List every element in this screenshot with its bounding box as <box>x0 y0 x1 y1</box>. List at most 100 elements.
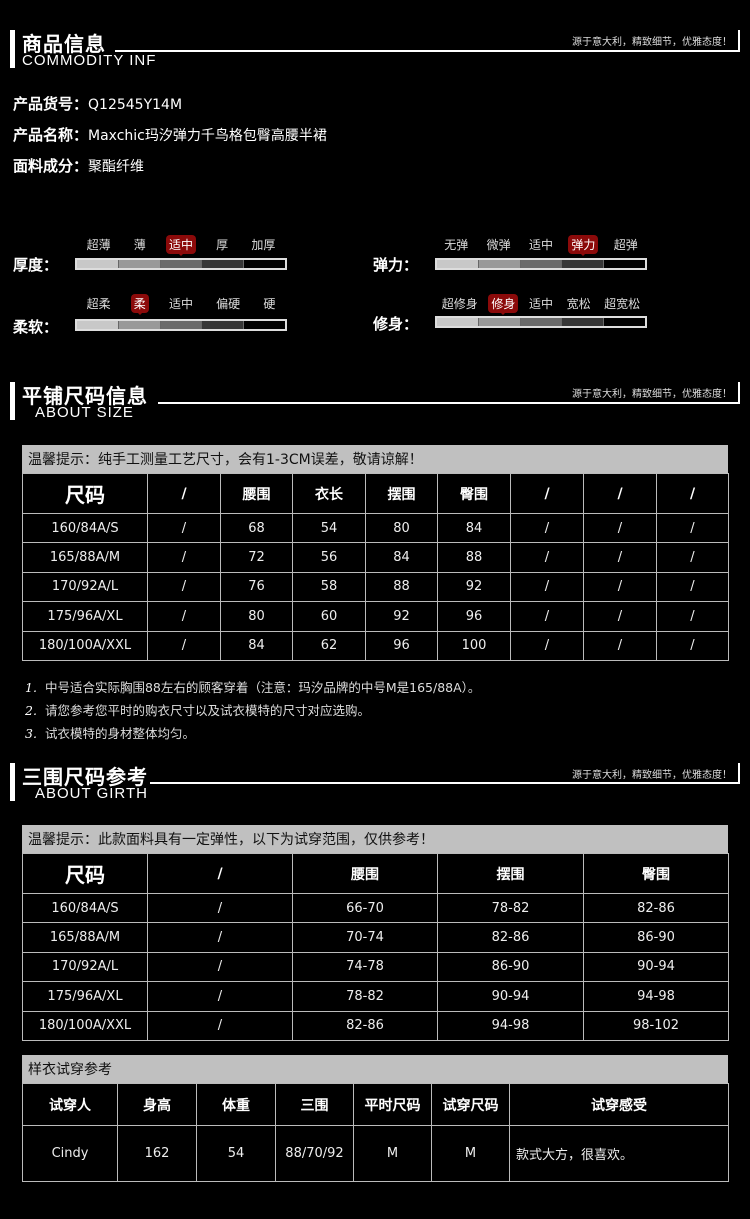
note-number: 3. <box>25 726 37 741</box>
note-item: 3. 试衣模特的身材整体均匀。 <box>25 722 480 745</box>
table-cell: M <box>353 1125 432 1182</box>
note-text: 请您参考您平时的购衣尺寸以及试衣模特的尺寸对应选购。 <box>44 703 370 718</box>
table-cell: / <box>147 542 221 573</box>
girth-size-table: 尺码 / 腰围 摆围 臀围 160/84A/S/66-70 78-82 82-86 165/88… <box>22 853 729 1041</box>
info-value: Q12545Y14M <box>88 97 183 113</box>
info-item-material: 面料成分：聚酯纤维 <box>13 155 144 176</box>
note-text: 试衣模特的身材整体均匀。 <box>44 726 195 741</box>
section-title: 三围尺码参考 <box>22 765 148 789</box>
table-cell: 96 <box>437 601 511 632</box>
attribute-option: 厚 <box>216 238 229 252</box>
attribute-option: 无弹 <box>444 238 469 252</box>
section-bar <box>10 382 15 420</box>
table-cell: 70-74 <box>292 922 438 953</box>
scale-segment <box>604 318 645 326</box>
table-cell: 78-82 <box>292 981 438 1012</box>
table-cell: / <box>583 571 657 603</box>
attribute-option: 硬 <box>263 297 276 311</box>
table-cell: / <box>147 1010 293 1041</box>
scale-segment <box>244 260 285 268</box>
column-header: 臀围 <box>583 853 729 894</box>
table-cell: 78-82 <box>437 892 584 924</box>
section-title: 商品信息 <box>22 32 106 56</box>
table-cell: M <box>431 1125 510 1182</box>
attribute-option-selected: 适中 <box>165 235 196 256</box>
section-subtitle: COMMODITY INF <box>22 52 157 69</box>
table-cell: 80 <box>365 512 438 544</box>
section-slogan: 源于意大利，精致细节，优雅态度！ <box>572 389 732 400</box>
attribute-scale-bar <box>435 258 647 270</box>
column-header: 尺码 <box>22 473 148 514</box>
column-header: 腰围 <box>220 473 293 514</box>
scale-segment <box>77 260 119 268</box>
attribute-option: 适中 <box>168 297 193 311</box>
table-cell: 80 <box>220 601 293 632</box>
scale-segment <box>604 260 645 268</box>
flat-size-table: 尺码 / 腰围 衣长 摆围 臀围 / //160/84A/S/68 54 80 84///165/8… <box>22 473 729 661</box>
table-cell: 84 <box>220 630 293 661</box>
table-cell: 54 <box>292 512 366 544</box>
table-row: 175/96A/XL/78-82 90-94 94-98 <box>22 981 729 1012</box>
table-cell: / <box>510 571 584 603</box>
attribute-option: 超宽松 <box>604 297 641 311</box>
section-divider <box>158 402 740 404</box>
table-cell: / <box>147 951 293 983</box>
table-cell: / <box>510 512 584 544</box>
section-subtitle: ABOUT GIRTH <box>35 785 148 802</box>
column-header: 三围 <box>275 1083 354 1126</box>
attribute-option: 超弹 <box>613 238 638 252</box>
column-header: 试穿感受 <box>509 1083 729 1126</box>
scale-segment <box>160 321 203 329</box>
table-cell: / <box>147 922 293 953</box>
table-cell: 92 <box>365 601 438 632</box>
table-cell: 84 <box>365 542 438 573</box>
table-cell: 180/100A/XXL <box>22 630 148 661</box>
column-header: / <box>656 473 729 514</box>
table-cell: Cindy <box>22 1125 118 1182</box>
table-cell: 94-98 <box>437 1010 584 1041</box>
attribute-label: 厚度： <box>13 256 59 274</box>
column-header: 摆围 <box>437 853 584 894</box>
attribute-options: 无弹 微弹 适中 弹力 超弹 <box>435 235 647 256</box>
table-cell: 76 <box>220 571 293 603</box>
column-header: 身高 <box>117 1083 197 1126</box>
attribute-options: 超修身 修身 适中 宽松 超宽松 <box>435 294 647 315</box>
attribute-option: 加厚 <box>251 238 276 252</box>
table-cell: 90-94 <box>583 951 729 983</box>
scale-segment <box>520 260 563 268</box>
table-cell: 88 <box>365 571 438 603</box>
table-cell: / <box>510 542 584 573</box>
table-cell: / <box>510 601 584 632</box>
flat-size-tip: 温馨提示：纯手工测量工艺尺寸，会有1-3CM误差，敬请谅解！ <box>22 445 728 473</box>
attribute-label: 修身： <box>373 315 419 333</box>
scale-segment <box>202 260 245 268</box>
table-cell: 88 <box>437 542 511 573</box>
table-row: 180/100A/XXL/84 62 96 100// / <box>22 630 729 661</box>
section-slogan: 源于意大利，精致细节，优雅态度！ <box>572 770 732 781</box>
column-header: 摆围 <box>365 473 438 514</box>
section-divider <box>115 50 740 52</box>
table-cell: 72 <box>220 542 293 573</box>
table-cell: 82-86 <box>292 1010 438 1041</box>
table-row: 180/100A/XXL/82-86 94-98 98-102 <box>22 1010 729 1041</box>
scale-segment <box>478 318 521 326</box>
table-cell: / <box>147 601 221 632</box>
section-subtitle: ABOUT SIZE <box>35 404 134 421</box>
table-cell: 165/88A/M <box>22 542 148 573</box>
scale-segment <box>160 260 203 268</box>
attribute-option-selected: 修身 <box>488 294 519 315</box>
attribute-label: 柔软： <box>13 318 59 336</box>
table-cell: 款式大方，很喜欢。 <box>509 1125 729 1182</box>
scale-segment <box>437 260 479 268</box>
table-cell: 160/84A/S <box>22 512 148 544</box>
table-cell: / <box>583 542 657 573</box>
scale-segment <box>244 321 285 329</box>
column-header: / <box>147 853 293 894</box>
attribute-option: 偏硬 <box>216 297 241 311</box>
table-cell: / <box>147 512 221 544</box>
column-header: 衣长 <box>292 473 366 514</box>
table-row: 165/88A/M/72 56 84 88// / <box>22 542 729 573</box>
table-cell: 86-90 <box>583 922 729 953</box>
table-cell: 86-90 <box>437 951 584 983</box>
size-notes: 1. 中号适合实际胸围88左右的顾客穿着（注意：玛汐品牌的中号M是165/88A）… <box>25 676 480 745</box>
